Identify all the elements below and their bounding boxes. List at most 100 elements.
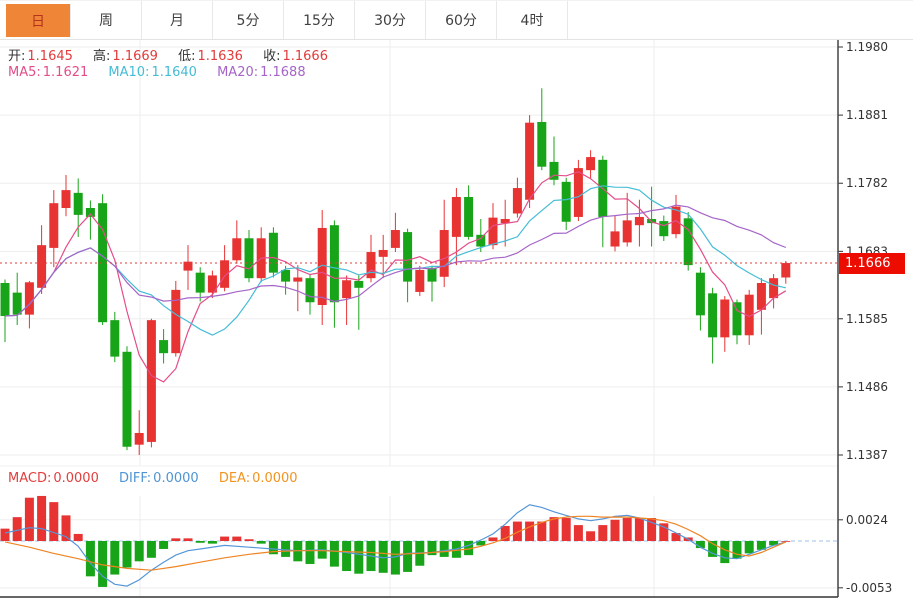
candle-body xyxy=(281,269,291,282)
macd-bar xyxy=(207,541,217,544)
ma5-value: 1.1621 xyxy=(42,65,89,80)
macd-bar xyxy=(561,518,571,541)
high-label: 高: xyxy=(93,49,111,64)
macd-bar xyxy=(268,541,278,555)
tab-4hour[interactable]: 4时 xyxy=(497,1,568,39)
candle-body xyxy=(427,267,437,282)
macd-bar xyxy=(720,541,730,564)
candle-body xyxy=(24,282,34,315)
tab-month[interactable]: 月 xyxy=(142,1,213,39)
macd-bar xyxy=(232,536,242,541)
macd-tick-label: -0.0053 xyxy=(846,581,892,595)
candle-body xyxy=(683,218,693,266)
candle-body xyxy=(756,282,766,310)
high-value: 1.1669 xyxy=(112,49,158,64)
macd-bar xyxy=(622,518,632,541)
ohlc-legend: 开: 1.1645 高: 1.1669 低: 1.1636 收: 1.1666 xyxy=(8,45,330,64)
macd-bar xyxy=(695,541,705,549)
macd-value: 0.0000 xyxy=(53,471,99,486)
macd-bar xyxy=(110,541,120,575)
candle-body xyxy=(488,217,498,246)
ma10-value: 1.1640 xyxy=(151,65,197,80)
candle-body xyxy=(500,219,510,224)
candle-body xyxy=(305,278,315,303)
macd-bar xyxy=(756,541,766,550)
candle-body xyxy=(73,192,83,215)
candle-body xyxy=(244,238,254,279)
candle-body xyxy=(537,121,547,167)
macd-bar xyxy=(24,497,34,541)
tab-day[interactable]: 日 xyxy=(6,4,71,37)
macd-bar xyxy=(281,541,291,557)
macd-bar xyxy=(439,541,449,557)
macd-bar xyxy=(549,517,559,541)
macd-bar xyxy=(671,533,681,541)
candle-body xyxy=(561,181,571,222)
candle-body xyxy=(573,168,583,217)
candle-body xyxy=(439,230,449,277)
macd-bar xyxy=(220,536,230,541)
macd-bar xyxy=(512,521,522,541)
tab-5min[interactable]: 5分 xyxy=(213,1,284,39)
candle-body xyxy=(293,277,303,282)
macd-bar xyxy=(134,541,144,562)
candle-body xyxy=(476,234,486,247)
price-tick-label: 1.1881 xyxy=(846,108,888,122)
macd-bar xyxy=(378,541,388,573)
macd-bar xyxy=(12,517,22,541)
macd-bar xyxy=(195,541,205,543)
candle-body xyxy=(342,280,352,299)
candle-body xyxy=(549,161,559,180)
macd-bar xyxy=(329,541,339,567)
tab-15min[interactable]: 15分 xyxy=(284,1,355,39)
macd-bar xyxy=(573,525,583,541)
macd-bar xyxy=(305,541,315,564)
tab-60min[interactable]: 60分 xyxy=(426,1,497,39)
macd-bar xyxy=(122,541,132,568)
macd-bar xyxy=(342,541,352,572)
candle-body xyxy=(622,220,632,243)
low-label: 低: xyxy=(178,49,196,64)
macd-bar xyxy=(732,541,742,559)
macd-bar xyxy=(634,518,644,541)
macd-legend: MACD: 0.0000 DIFF: 0.0000 DEA: 0.0000 xyxy=(8,471,300,486)
candle-body xyxy=(720,299,730,338)
candle-body xyxy=(451,196,461,237)
candle-body xyxy=(464,196,474,237)
candle-body xyxy=(12,292,22,315)
candle-body xyxy=(195,272,205,293)
candle-body xyxy=(37,245,47,288)
candle-body xyxy=(708,293,718,338)
candle-body xyxy=(403,232,413,282)
macd-bar xyxy=(354,541,364,574)
macd-bar xyxy=(390,541,400,575)
candle-body xyxy=(159,340,169,354)
macd-bar xyxy=(610,519,620,541)
candle-body xyxy=(354,280,364,288)
ma10-line xyxy=(4,185,786,336)
macd-bar xyxy=(708,541,718,557)
diff-line xyxy=(4,504,786,587)
tab-30min[interactable]: 30分 xyxy=(355,1,426,39)
macd-bar xyxy=(183,538,193,541)
candle-body xyxy=(268,232,278,273)
macd-bar xyxy=(647,518,657,541)
dea-line xyxy=(4,515,787,571)
open-label: 开: xyxy=(8,49,26,64)
macd-bar xyxy=(73,533,83,541)
ma-legend: MA5: 1.1621 MA10: 1.1640 MA20: 1.1688 xyxy=(8,65,308,80)
ma5-label: MA5: xyxy=(8,65,41,80)
candle-body xyxy=(586,157,596,171)
candle-body xyxy=(49,203,59,248)
ma20-line xyxy=(4,204,787,317)
dea-label: DEA: xyxy=(218,471,251,486)
tab-week[interactable]: 周 xyxy=(71,1,142,39)
macd-bar xyxy=(525,521,535,541)
candle-body xyxy=(744,294,754,336)
ma5-line xyxy=(4,171,787,383)
close-value: 1.1666 xyxy=(282,49,328,64)
candle-body xyxy=(183,261,193,271)
macd-bar xyxy=(85,541,95,577)
candle-body xyxy=(232,238,242,261)
